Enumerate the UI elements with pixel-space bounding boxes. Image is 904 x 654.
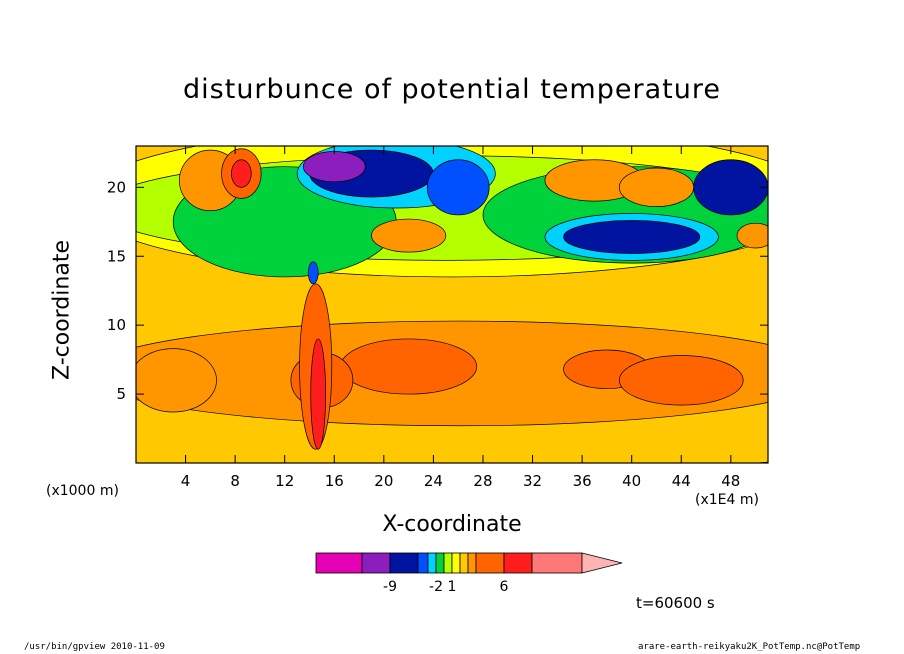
contour-region — [618, 355, 744, 406]
colorbar-segment — [443, 552, 453, 574]
colorbar: -9 -2 1 6 — [315, 552, 623, 595]
colorbar-segment — [503, 552, 533, 574]
x-tick-label: 16 — [325, 472, 344, 490]
contour-region — [693, 159, 768, 216]
colorbar-segment — [417, 552, 429, 574]
colorbar-segment — [531, 552, 583, 574]
x-axis: 4 8 12 16 20 24 28 32 36 40 44 48 — [181, 146, 740, 490]
contour-region — [563, 220, 701, 254]
contour-region — [307, 261, 319, 285]
x-tick-label: 20 — [374, 472, 393, 490]
x-tick-label: 28 — [473, 472, 492, 490]
contour-region — [618, 167, 694, 207]
plot-frame — [135, 145, 769, 464]
colorbar-tick-label: 6 — [500, 579, 509, 595]
colorbar-tick-label: -9 — [383, 579, 397, 595]
y-unit-label: (x1000 m) — [46, 483, 119, 499]
colorbar-segment — [475, 552, 505, 574]
colorbar-segment — [451, 552, 461, 574]
colorbar-segment — [389, 552, 419, 574]
colorbar-segment — [467, 552, 477, 574]
colorbar-segment — [435, 552, 445, 574]
footer-right: arare-earth-reikyaku2K_PotTemp.nc@PotTem… — [638, 642, 861, 652]
y-tick-label: 15 — [107, 247, 126, 265]
contour-region — [136, 348, 217, 413]
colorbar-tick-label: -2 — [429, 579, 443, 595]
x-tick-label: 12 — [275, 472, 294, 490]
colorbar-segment — [315, 552, 363, 574]
contour-region — [231, 159, 252, 188]
x-unit-label: (x1E4 m) — [695, 492, 759, 508]
contour-field — [136, 146, 768, 463]
x-tick-label: 36 — [573, 472, 592, 490]
contour-region — [371, 218, 447, 253]
y-tick-label: 5 — [116, 385, 126, 403]
contour-region — [736, 222, 768, 249]
x-tick-label: 44 — [672, 472, 691, 490]
y-axis-label: Z-coordinate — [49, 240, 75, 380]
y-axis: 5 10 15 20 — [107, 178, 768, 403]
y-tick-label: 20 — [107, 178, 126, 196]
colorbar-tick-label: 1 — [448, 579, 457, 595]
chart-title: disturbunce of potential temperature — [183, 74, 721, 105]
colorbar-segment — [361, 552, 391, 574]
footer-left: /usr/bin/gpview 2010-11-09 — [24, 642, 165, 652]
x-tick-label: 4 — [181, 472, 191, 490]
x-tick-label: 40 — [622, 472, 641, 490]
contour-region — [302, 151, 366, 183]
x-tick-label: 48 — [721, 472, 740, 490]
y-tick-label: 10 — [107, 316, 126, 334]
time-label: t=60600 s — [636, 594, 715, 612]
contour-region — [426, 159, 490, 216]
colorbar-segment — [459, 552, 469, 574]
x-tick-label: 24 — [424, 472, 443, 490]
colorbar-extend-arrow — [581, 552, 623, 574]
contour-region — [310, 338, 326, 450]
x-tick-label: 32 — [523, 472, 542, 490]
contour-region — [340, 338, 478, 395]
colorbar-segment — [427, 552, 437, 574]
x-axis-label: X-coordinate — [382, 512, 522, 537]
x-tick-label: 8 — [230, 472, 240, 490]
